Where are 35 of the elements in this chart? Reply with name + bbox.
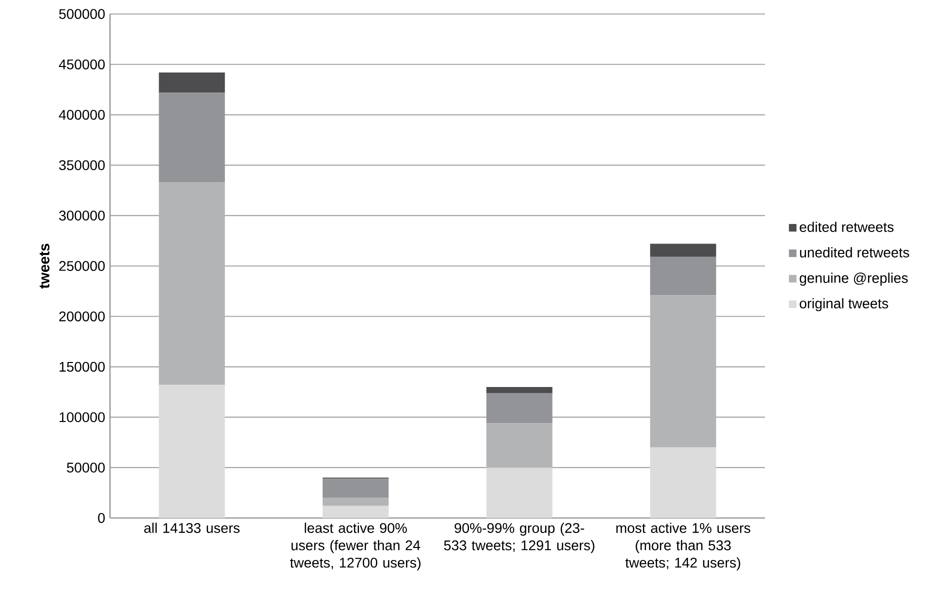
bar bbox=[486, 423, 552, 468]
y-tick-label: 100000 bbox=[60, 412, 105, 422]
legend-label: genuine @replies bbox=[800, 272, 908, 286]
legend-label: unedited retweets bbox=[800, 247, 910, 258]
bar bbox=[158, 384, 225, 518]
bar bbox=[486, 468, 552, 518]
y-tick-label: 400000 bbox=[58, 110, 105, 120]
legend-label: edited retweets bbox=[800, 222, 894, 232]
y-tick-label: 450000 bbox=[58, 59, 105, 70]
y-axis-title: tweets bbox=[40, 244, 50, 289]
y-tick-label: 500000 bbox=[59, 9, 105, 19]
bar bbox=[322, 498, 389, 506]
bar bbox=[158, 92, 225, 182]
y-tick-label: 0 bbox=[98, 513, 105, 523]
bar bbox=[650, 244, 716, 257]
legend-label: original tweets bbox=[800, 298, 888, 312]
y-tick-label: 200000 bbox=[59, 311, 105, 322]
y-tick-label: 300000 bbox=[59, 210, 105, 221]
y-tick-label: 150000 bbox=[60, 362, 105, 372]
bar bbox=[322, 506, 389, 518]
y-tick-label: 350000 bbox=[59, 160, 105, 170]
x-tick-label: all 14133 users bbox=[144, 522, 240, 533]
x-tick-label: least active 90% users (fewer than 24 tweets, 12700 users) bbox=[290, 522, 420, 570]
bar bbox=[158, 72, 225, 93]
y-tick-label: 250000 bbox=[59, 261, 105, 271]
bar bbox=[486, 386, 552, 393]
bar bbox=[322, 478, 389, 498]
bar bbox=[650, 447, 716, 518]
bar bbox=[486, 392, 552, 424]
bar bbox=[158, 182, 225, 385]
bar bbox=[650, 256, 716, 296]
x-tick-label: most active 1% users (more than 533 tweets; 142 users) bbox=[616, 522, 750, 570]
bar bbox=[650, 295, 716, 448]
y-tick-label: 50000 bbox=[66, 462, 105, 473]
x-tick-label: 90%-99% group (23-533 tweets; 1291 users) bbox=[444, 522, 594, 554]
